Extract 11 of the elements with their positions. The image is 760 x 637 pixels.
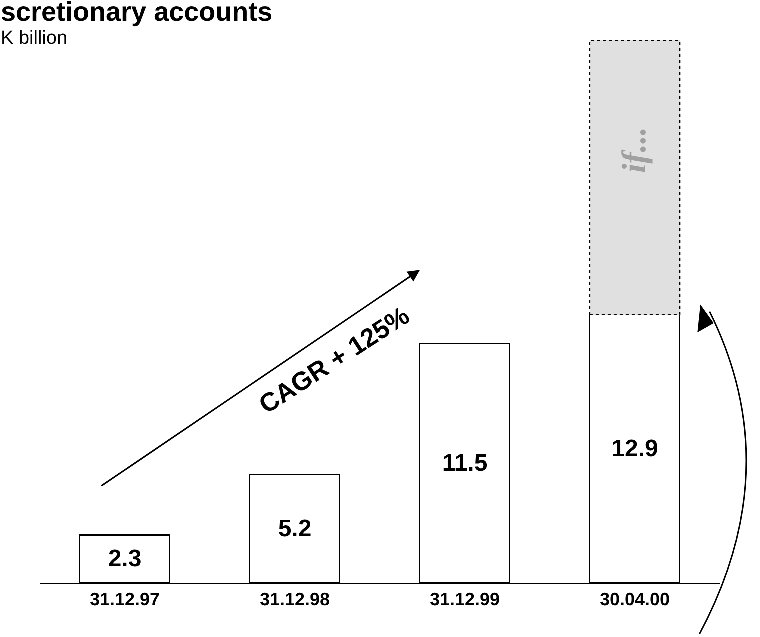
data-label: 11.5 (442, 450, 488, 477)
annotation: if... (616, 127, 654, 174)
data-label: 2.3 (108, 546, 142, 573)
chart-subtitle: K billion (1, 28, 68, 49)
data-label: 5.2 (278, 515, 312, 542)
x-tick-label: 30.04.00 (600, 590, 670, 610)
x-tick-label: 31.12.98 (260, 590, 330, 610)
x-tick-label: 31.12.97 (90, 590, 160, 610)
data-label: 12.9 (612, 435, 658, 462)
chart-title: scretionary accounts (1, 0, 273, 27)
x-tick-label: 31.12.99 (430, 590, 500, 610)
